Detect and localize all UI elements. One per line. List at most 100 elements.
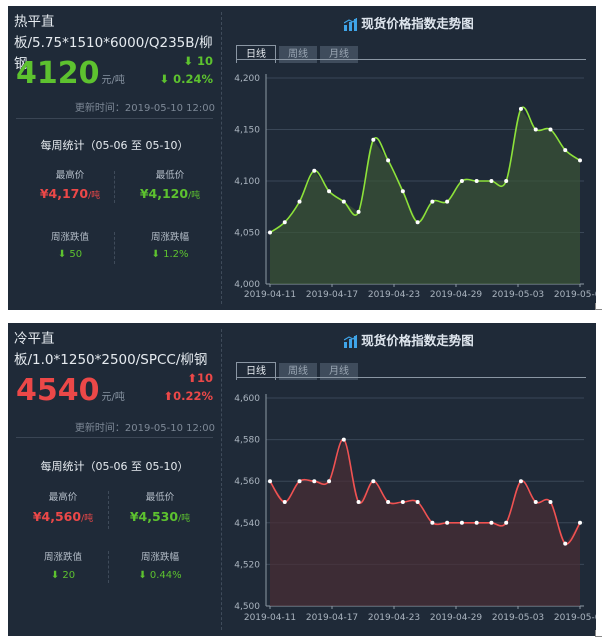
data-point bbox=[415, 220, 420, 225]
x-tick-label: 2019-04-11 bbox=[244, 613, 296, 623]
x-tick-label: 2019-04-17 bbox=[306, 613, 358, 623]
chart-area: 现货价格指数走势图 日线 周线 月线 4,500 4,520 4,540 4,560 4,5… bbox=[222, 323, 596, 636]
tab-underline bbox=[236, 377, 586, 378]
price-value: 4120 bbox=[16, 56, 100, 91]
tab-weekly[interactable]: 周线 bbox=[279, 363, 317, 380]
x-tick-label: 2019-04-29 bbox=[430, 290, 483, 300]
price-unit: 元/吨 bbox=[101, 75, 125, 86]
x-tick-label: 2019-05-09 bbox=[554, 290, 596, 300]
data-point bbox=[518, 479, 523, 484]
price-chart: 4,000 4,050 4,100 4,150 4,200 2019-04-11 2019-… bbox=[234, 74, 596, 300]
data-point bbox=[327, 189, 332, 194]
y-tick-label: 4,100 bbox=[234, 177, 260, 187]
data-point bbox=[474, 179, 479, 183]
tab-daily[interactable]: 日线 bbox=[236, 45, 276, 63]
update-time: 更新时间：2019-05-10 12:00 bbox=[74, 103, 215, 114]
price-chart: 4,500 4,520 4,540 4,560 4,580 4,600 2019-04-11… bbox=[234, 394, 596, 623]
data-point bbox=[371, 479, 376, 484]
update-time: 更新时间：2019-05-10 12:00 bbox=[74, 423, 215, 434]
arrow-down-icon: ⬇ bbox=[57, 249, 67, 260]
data-point bbox=[459, 179, 464, 183]
data-point bbox=[268, 230, 272, 235]
chart-tabs: 日线 周线 月线 bbox=[236, 42, 361, 63]
x-tick-label: 2019-04-17 bbox=[306, 290, 358, 300]
data-point bbox=[312, 168, 317, 173]
change-pct: ⬇ 0.24% bbox=[159, 72, 213, 86]
divider bbox=[108, 491, 109, 529]
weekly-high-label: 最高价 bbox=[48, 492, 78, 503]
chart-icon bbox=[343, 334, 358, 348]
price-summary: 冷平直板/1.0*1250*2500/SPCC/柳钢 4540 元/吨 ⬆10 ⬆… bbox=[8, 323, 221, 636]
arrow-up-icon: ⬆ bbox=[163, 389, 174, 403]
data-point bbox=[445, 199, 450, 204]
data-point bbox=[548, 127, 553, 132]
price-change: ⬇ 10 ⬇ 0.24% bbox=[159, 52, 213, 88]
data-point bbox=[445, 520, 450, 525]
tab-daily[interactable]: 日线 bbox=[236, 362, 276, 380]
chart-title: 现货价格指数走势图 bbox=[222, 330, 596, 349]
y-tick-label: 4,540 bbox=[234, 519, 260, 529]
data-point bbox=[578, 520, 582, 525]
divider bbox=[108, 551, 109, 583]
x-tick-label: 2019-04-23 bbox=[368, 613, 420, 623]
arrow-down-icon: ⬇ bbox=[159, 72, 170, 86]
data-point bbox=[327, 479, 332, 484]
change-abs: ⬇ 10 bbox=[183, 54, 213, 68]
corner-mark bbox=[595, 630, 602, 637]
y-tick-label: 4,050 bbox=[234, 229, 260, 239]
data-point bbox=[489, 520, 494, 525]
data-point bbox=[356, 209, 361, 214]
weekly-pct-value: ⬇ 1.2% bbox=[151, 249, 189, 260]
y-tick-label: 4,580 bbox=[234, 436, 260, 446]
data-point bbox=[297, 199, 302, 204]
chart-tabs: 日线 周线 月线 bbox=[236, 359, 361, 380]
y-tick-label: 4,000 bbox=[234, 280, 260, 290]
weekly-high-label: 最高价 bbox=[55, 170, 85, 181]
weekly-pct-label: 周涨跌幅 bbox=[150, 232, 189, 243]
x-tick-label: 2019-04-23 bbox=[368, 290, 420, 300]
price-unit: 元/吨 bbox=[101, 392, 125, 403]
price-value: 4540 bbox=[16, 373, 100, 408]
data-point bbox=[459, 520, 464, 525]
price-panel-hot-rolled: 热平直板/5.75*1510*6000/Q235B/柳钢 4120 元/吨 ⬇ 1… bbox=[8, 6, 596, 310]
data-point bbox=[533, 127, 538, 132]
data-point bbox=[312, 479, 317, 484]
divider bbox=[16, 437, 213, 438]
product-title: 热平直板/5.75*1510*6000/Q235B/柳钢 bbox=[14, 14, 213, 72]
data-point bbox=[504, 520, 509, 525]
corner-mark bbox=[595, 303, 602, 310]
current-price: 4540 元/吨 bbox=[16, 375, 125, 414]
weekly-change-label: 周涨跌值 bbox=[50, 232, 89, 243]
tab-weekly[interactable]: 周线 bbox=[279, 46, 317, 63]
x-tick-label: 2019-04-29 bbox=[430, 613, 483, 623]
arrow-up-icon: ⬆ bbox=[187, 371, 197, 385]
tab-monthly[interactable]: 月线 bbox=[320, 363, 358, 380]
divider bbox=[16, 118, 213, 119]
data-point bbox=[341, 199, 346, 204]
y-tick-label: 4,600 bbox=[234, 394, 260, 404]
weekly-change-value: ⬇ 50 bbox=[57, 249, 83, 260]
arrow-down-icon: ⬇ bbox=[183, 54, 193, 68]
chart-area: 现货价格指数走势图 日线 周线 月线 4,000 4,050 4,100 4,150 4,2… bbox=[222, 6, 596, 310]
data-point bbox=[533, 500, 538, 504]
y-tick-label: 4,500 bbox=[234, 602, 260, 612]
data-point bbox=[386, 158, 391, 163]
weekly-pct-value: ⬇ 0.44% bbox=[138, 570, 182, 581]
price-change: ⬆10 ⬆0.22% bbox=[163, 369, 213, 405]
data-point bbox=[297, 479, 302, 484]
series-area bbox=[270, 108, 580, 285]
series-line bbox=[269, 438, 581, 545]
divider bbox=[221, 12, 222, 304]
x-tick-label: 2019-05-03 bbox=[492, 613, 544, 623]
data-point bbox=[400, 189, 405, 194]
data-point bbox=[489, 179, 494, 183]
tab-monthly[interactable]: 月线 bbox=[320, 46, 358, 63]
data-point bbox=[504, 179, 509, 183]
data-point bbox=[268, 479, 272, 484]
change-abs: ⬆10 bbox=[187, 371, 213, 385]
divider bbox=[221, 329, 222, 630]
x-tick-label: 2019-05-09 bbox=[554, 613, 596, 623]
chart-icon bbox=[343, 17, 358, 31]
data-point bbox=[430, 520, 435, 525]
data-point bbox=[548, 500, 553, 504]
